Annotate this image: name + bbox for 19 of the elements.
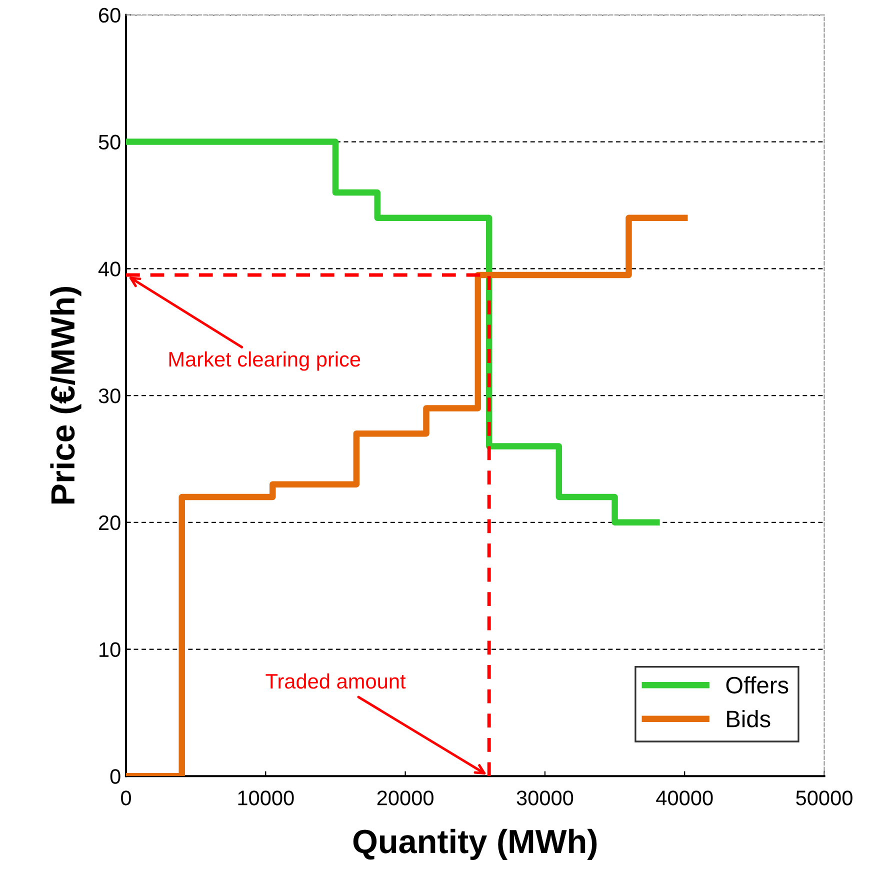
- annotation: Traded amount: [266, 673, 406, 689]
- y-tick-label: 50: [98, 134, 120, 150]
- annotation: Market clearing price: [169, 351, 360, 371]
- y-tick-label: 20: [99, 515, 120, 530]
- y-tick-label: 30: [98, 388, 120, 404]
- y-tick-label: 40: [98, 262, 120, 276]
- legend-label: Offers: [726, 676, 788, 694]
- y-tick-label: 0: [110, 769, 120, 784]
- x-tick-label: 50000: [796, 790, 852, 806]
- x-tick-label: 0: [121, 790, 131, 806]
- y-tick-label: 10: [100, 642, 120, 658]
- x-tick-label: 10000: [238, 790, 294, 806]
- x-tick-label: 20000: [377, 790, 434, 806]
- y-tick-label: 60: [99, 8, 120, 23]
- x-tick-label: 30000: [516, 790, 574, 806]
- x-tick-label: 40000: [656, 790, 713, 806]
- y-axis-title: Price (€/MWh): [50, 286, 82, 504]
- legend-label: Bids: [727, 710, 770, 728]
- x-axis-title: Quantity (MWh): [353, 828, 597, 860]
